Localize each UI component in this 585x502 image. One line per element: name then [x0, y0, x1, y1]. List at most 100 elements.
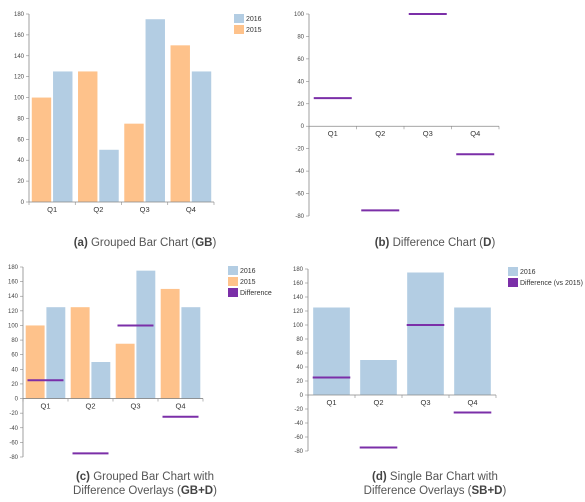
panel-b-y-tick-label: -80	[295, 214, 304, 220]
panel-a-y-tick-label: 40	[17, 158, 24, 164]
panel-b-y-tick-label: 100	[294, 12, 305, 18]
caption-c-text2: Difference Overlays	[73, 485, 174, 497]
panel-a-legend-label-2015: 2015	[246, 27, 262, 34]
panel-d-y-tick-label: 60	[296, 351, 303, 357]
panel-d-y-tick-label: 160	[293, 281, 304, 287]
panel-c-y-tick-label: 120	[8, 309, 19, 315]
caption-d-text2: Difference Overlays	[363, 485, 465, 497]
panel-d-y-tick-label: 0	[300, 393, 304, 399]
panel-a-y-tick-label: 180	[14, 12, 25, 18]
panel-d-y-tick-label: 120	[293, 309, 304, 315]
panel-c-bar-2016-Q2	[91, 362, 111, 399]
panel-d-y-tick-label: -80	[294, 449, 303, 455]
panel-b-y-tick-label: 20	[297, 102, 304, 108]
panel-d-x-label-Q1: Q1	[326, 398, 336, 407]
caption-b-id: (b)	[374, 237, 390, 249]
panel-c-y-tick-label: 20	[11, 382, 18, 388]
panel-a-y-tick-label: 80	[17, 116, 24, 122]
panel-b-x-label-Q4: Q4	[470, 129, 480, 138]
panel-c-y-tick-label: 60	[11, 353, 18, 359]
panel-c-bar-2016-Q1	[46, 307, 66, 399]
caption-a-text: Grouped Bar Chart	[90, 237, 189, 249]
panel-c-y-tick-label: 180	[8, 265, 19, 271]
panel-c-x-label-Q3: Q3	[130, 402, 140, 411]
caption-d-text: Single Bar Chart with	[389, 471, 498, 483]
panel-c-y-tick-label: 160	[8, 280, 19, 286]
panel-d-y-tick-label: -40	[294, 421, 303, 427]
caption-c-text: Grouped Bar Chart with	[93, 471, 215, 483]
panel-a-y-tick-label: 160	[14, 33, 25, 39]
panel-d-bar-2016-Q4	[454, 307, 491, 395]
panel-a-y-tick-label: 120	[14, 75, 25, 81]
panel-a-bar-2015-Q3	[124, 123, 144, 202]
panel-a-y-tick-label: 100	[14, 96, 25, 102]
panel-d-y-tick-label: 80	[296, 337, 303, 343]
panel-a-legend-swatch-2015	[234, 25, 244, 34]
panel-d-bar-2016-Q2	[360, 360, 397, 395]
caption-c-id: (c)	[75, 471, 91, 483]
panel-c-legend-swatch-2016	[228, 266, 238, 275]
caption-c: (c) Grouped Bar Chart with Difference Ov…	[73, 471, 217, 497]
panel-d-y-tick-label: -60	[294, 435, 303, 441]
caption-d-id: (d)	[372, 471, 387, 483]
panel-b-y-tick-label: -20	[295, 147, 304, 153]
panel-b-x-label-Q3: Q3	[423, 129, 433, 138]
panel-c-legend-label-2015: 2015	[240, 279, 256, 286]
caption-d: (d) Single Bar Chart with Difference Ove…	[363, 471, 507, 497]
panel-d-x-label-Q4: Q4	[467, 398, 477, 407]
panel-a-x-label-Q2: Q2	[93, 205, 103, 214]
panel-a-legend-swatch-2016	[234, 14, 244, 23]
panel-d-y-tick-label: 40	[296, 365, 303, 371]
panel-c-y-tick-label: -40	[9, 426, 18, 432]
panel-a-bar-2015-Q1	[31, 97, 52, 202]
panel-c-x-label-Q2: Q2	[85, 402, 95, 411]
panel-d-y-tick-label: -20	[294, 407, 303, 413]
panel-d-legend-swatch-difference	[508, 278, 518, 287]
caption-a: (a) Grouped Bar Chart (GB)	[73, 237, 217, 249]
panel-c-y-tick-label: -20	[9, 411, 18, 417]
caption-c-abbr: GB+D	[180, 485, 214, 497]
panel-a-bar-2016-Q2	[99, 149, 119, 202]
panel-c-y-tick-label: 140	[8, 294, 19, 300]
panel-d-y-tick-label: 140	[293, 295, 304, 301]
panel-a-bar-2016-Q4	[191, 71, 212, 202]
panel-a-bar-2016-Q3	[145, 19, 165, 202]
panel-d-x-label-Q2: Q2	[373, 398, 383, 407]
panel-c-legend-label-2016: 2016	[240, 268, 256, 275]
panel-c-x-label-Q1: Q1	[40, 402, 50, 411]
panel-b-y-tick-label: -40	[295, 169, 304, 175]
panel-d-bar-2016-Q3	[407, 272, 444, 395]
panel-c-bar-2015-Q4	[160, 288, 180, 399]
panel-a-bar-2016-Q1	[53, 71, 73, 202]
panel-a-x-label-Q3: Q3	[140, 205, 150, 214]
panel-d-legend-label-2016: 2016	[520, 269, 536, 276]
caption-d-abbr: SB+D	[471, 485, 503, 497]
caption-b-abbr: D	[483, 237, 492, 249]
caption-b-text: Difference Chart	[392, 237, 477, 249]
panel-d-y-tick-label: 100	[293, 323, 304, 329]
panel-c-y-tick-label: 80	[11, 338, 18, 344]
panel-b-y-tick-label: 80	[297, 34, 304, 40]
panel-a-y-tick-label: 20	[17, 179, 24, 185]
panel-c-legend-swatch-2015	[228, 277, 238, 286]
panel-a-bar-2015-Q2	[78, 71, 98, 202]
panel-a-y-tick-label: 140	[14, 54, 25, 60]
panel-a-y-tick-label: 0	[21, 200, 25, 206]
panel-b-x-label-Q2: Q2	[375, 129, 385, 138]
panel-b-y-tick-label: 0	[301, 124, 305, 130]
panel-b-y-tick-label: 60	[297, 57, 304, 63]
panel-b-y-tick-label: -60	[295, 192, 304, 198]
panel-a-y-tick-label: 60	[17, 137, 24, 143]
panel-c-y-tick-label: -60	[9, 440, 18, 446]
panel-a-bar-2015-Q4	[170, 45, 190, 203]
panel-a-x-label-Q1: Q1	[47, 205, 57, 214]
panel-b-x-label-Q1: Q1	[328, 129, 338, 138]
panel-c-y-tick-label: 40	[11, 367, 18, 373]
panel-c-bar-2015-Q3	[115, 343, 135, 399]
caption-a-abbr: GB	[195, 237, 213, 249]
panel-d-legend-swatch-2016	[508, 267, 518, 276]
panel-a-legend-label-2016: 2016	[246, 16, 262, 23]
panel-a-x-label-Q4: Q4	[186, 205, 196, 214]
panel-c-y-tick-label: -80	[9, 455, 18, 461]
